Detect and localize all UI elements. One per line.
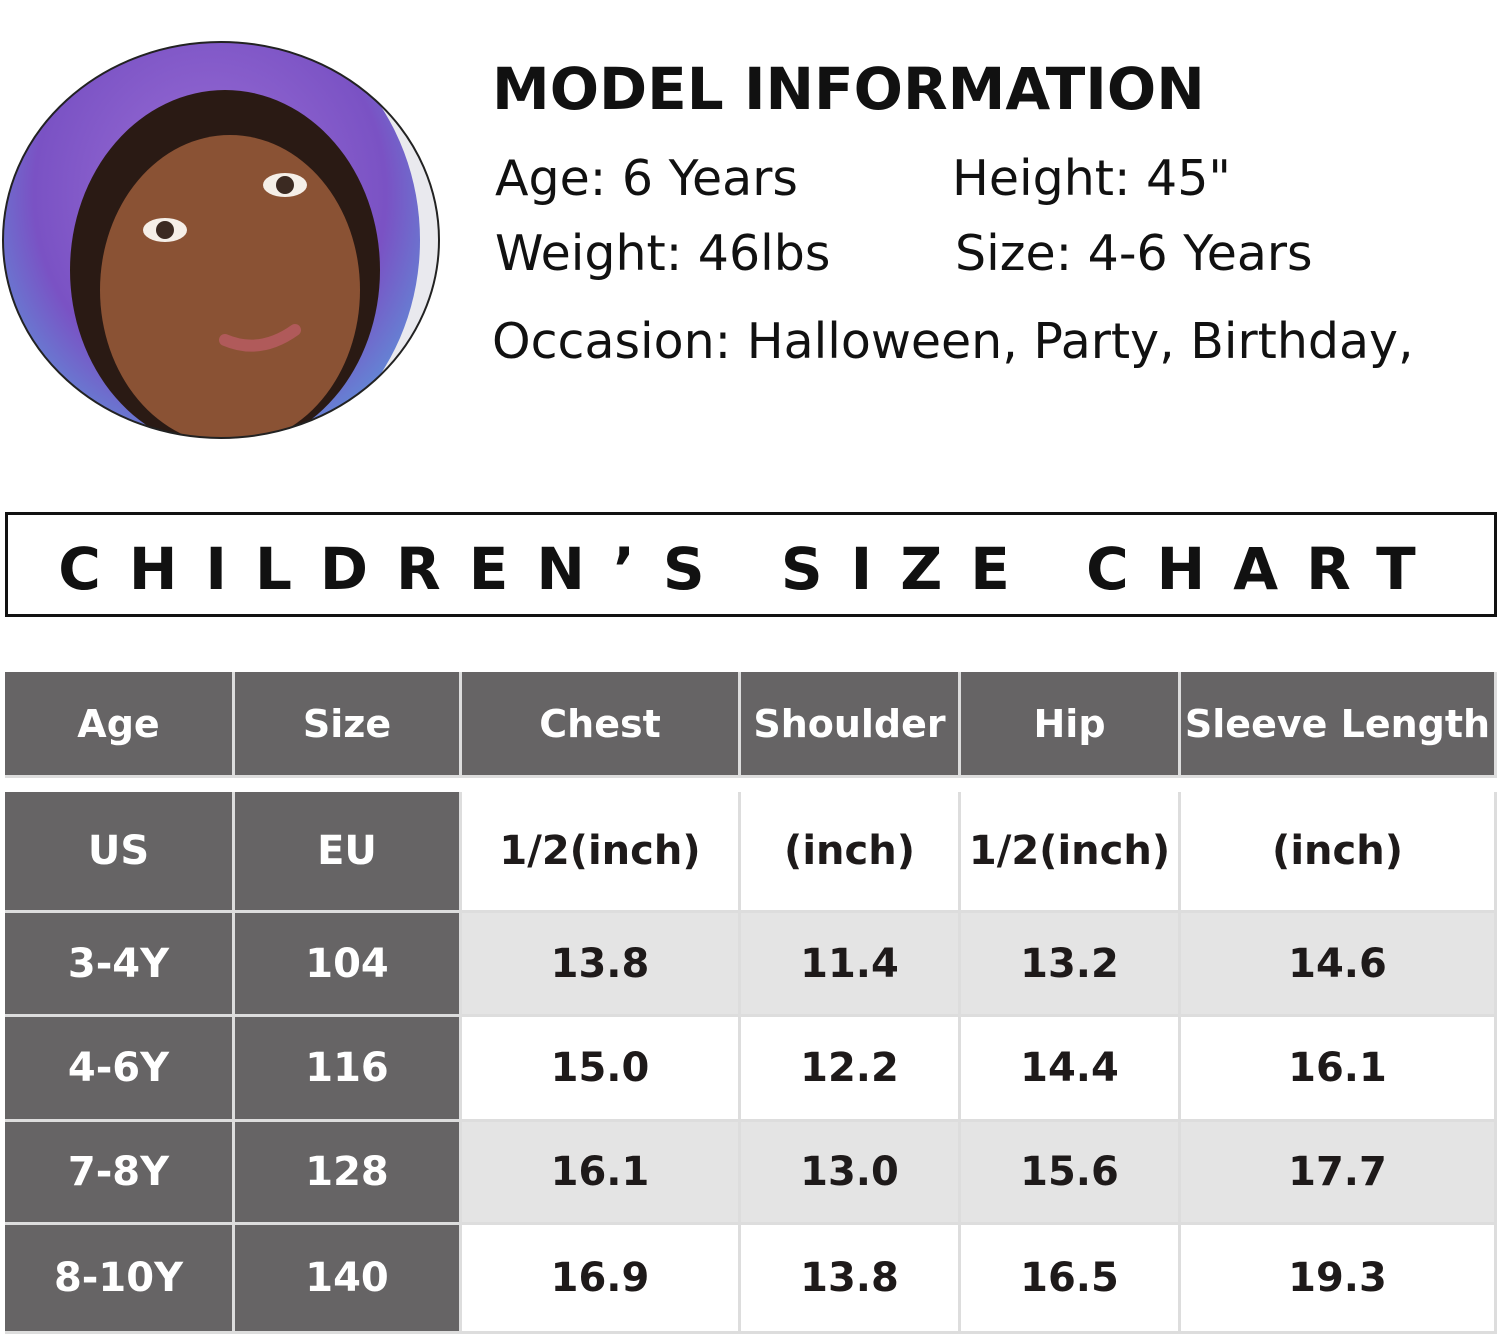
- data-cell: 13.8: [741, 1225, 961, 1334]
- data-cell: 7-8Y: [5, 1122, 235, 1225]
- data-cell: 12.2: [741, 1017, 961, 1122]
- header-cell: Shoulder: [741, 672, 961, 778]
- model-title: MODEL INFORMATION: [492, 55, 1205, 123]
- data-cell: 16.9: [462, 1225, 741, 1334]
- data-cell: 16.5: [961, 1225, 1181, 1334]
- data-cell: 16.1: [462, 1122, 741, 1225]
- model-info: Weight: 46lbs: [495, 225, 831, 282]
- data-cell: 16.1: [1181, 1017, 1497, 1122]
- data-cell: 14.4: [961, 1017, 1181, 1122]
- data-cell: 15.6: [961, 1122, 1181, 1225]
- data-cell: 8-10Y: [5, 1225, 235, 1334]
- data-cell: 128: [235, 1122, 462, 1225]
- unit-cell: US: [5, 792, 235, 913]
- data-cell: 104: [235, 913, 462, 1017]
- unit-cell: 1/2(inch): [961, 792, 1181, 913]
- data-cell: 17.7: [1181, 1122, 1497, 1225]
- data-cell: 19.3: [1181, 1225, 1497, 1334]
- header-cell: Size: [235, 672, 462, 778]
- data-cell: 15.0: [462, 1017, 741, 1122]
- data-cell: 3-4Y: [5, 913, 235, 1017]
- model-info: Size: 4-6 Years: [955, 225, 1313, 282]
- model-info: Age: 6 Years: [495, 150, 798, 207]
- unit-cell: (inch): [741, 792, 961, 913]
- data-cell: 140: [235, 1225, 462, 1334]
- header-cell: Hip: [961, 672, 1181, 778]
- chart-title-box: CHILDREN’S SIZE CHART: [5, 512, 1497, 617]
- data-cell: 14.6: [1181, 913, 1497, 1017]
- model-info: Height: 45": [952, 150, 1231, 207]
- data-cell: 13.8: [462, 913, 741, 1017]
- model-info: Occasion: Halloween, Party, Birthday,: [492, 313, 1414, 370]
- model-photo: [2, 41, 440, 439]
- data-cell: 13.2: [961, 913, 1181, 1017]
- unit-cell: (inch): [1181, 792, 1497, 913]
- header-cell: Age: [5, 672, 235, 778]
- unit-cell: EU: [235, 792, 462, 913]
- chart-title: CHILDREN’S SIZE CHART: [58, 535, 1444, 603]
- data-cell: 4-6Y: [5, 1017, 235, 1122]
- unit-cell: 1/2(inch): [462, 792, 741, 913]
- header-cell: Sleeve Length: [1181, 672, 1497, 778]
- data-cell: 116: [235, 1017, 462, 1122]
- header-cell: Chest: [462, 672, 741, 778]
- data-cell: 13.0: [741, 1122, 961, 1225]
- data-cell: 11.4: [741, 913, 961, 1017]
